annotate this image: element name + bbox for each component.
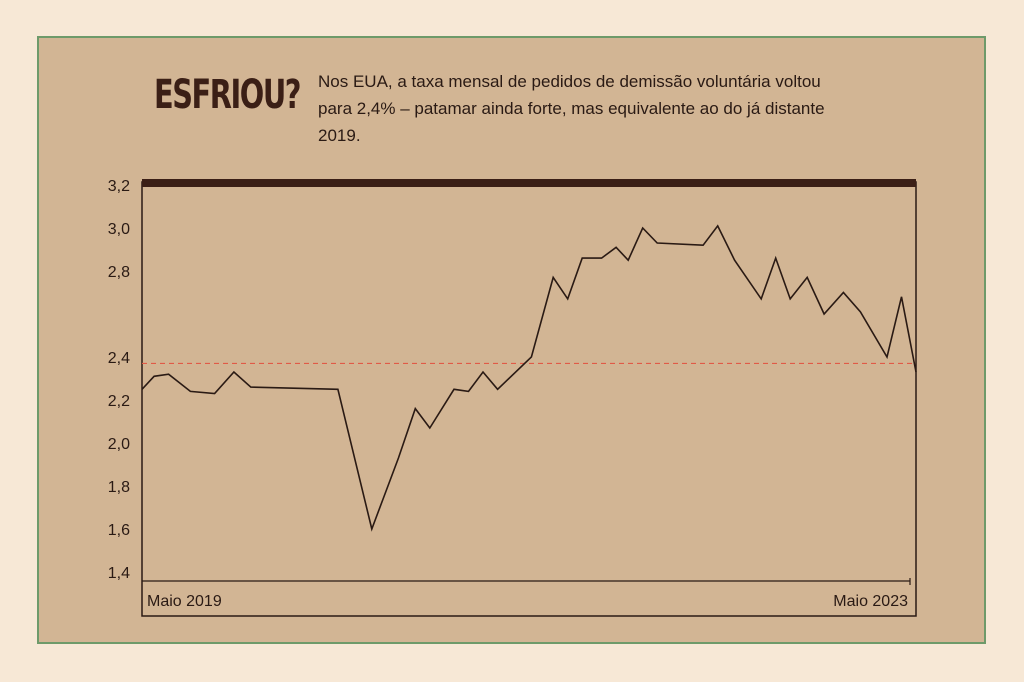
y-tick-label: 2,2 [108,393,130,410]
y-tick-label: 2,8 [108,264,130,281]
x-label-end: Maio 2023 [833,593,908,610]
y-tick-label: 1,6 [108,522,130,539]
y-tick-label: 3,2 [108,178,130,195]
y-tick-label: 3,0 [108,221,130,238]
series-line [141,224,917,532]
y-tick-label: 1,4 [108,565,130,582]
chart-card: ESFRIOU? Nos EUA, a taxa mensal de pedid… [37,36,986,644]
y-tick-label: 2,0 [108,436,130,453]
y-tick-label: 1,8 [108,479,130,496]
plot-frame [141,181,917,617]
frame-top-bar [142,179,916,187]
headline: ESFRIOU? [154,72,301,118]
subtitle: Nos EUA, a taxa mensal de pedidos de dem… [318,72,825,145]
x-label-start: Maio 2019 [147,593,222,610]
y-tick-label: 2,4 [108,350,130,367]
